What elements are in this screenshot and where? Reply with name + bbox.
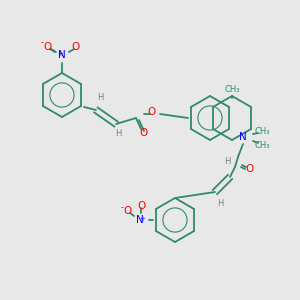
Text: -: - [40, 38, 43, 47]
Text: +: + [139, 216, 145, 222]
Text: CH₃: CH₃ [254, 140, 270, 149]
Text: N: N [136, 215, 144, 225]
Text: O: O [140, 128, 148, 138]
Text: N: N [58, 50, 66, 60]
Text: -: - [121, 203, 124, 212]
Text: O: O [72, 42, 80, 52]
Text: +: + [57, 51, 63, 57]
Text: N: N [239, 132, 247, 142]
Text: O: O [124, 206, 132, 216]
Text: CH₃: CH₃ [254, 127, 270, 136]
Text: O: O [148, 107, 156, 117]
Text: O: O [44, 42, 52, 52]
Text: H: H [217, 200, 223, 208]
Text: O: O [137, 201, 145, 211]
Text: H: H [97, 92, 103, 101]
Text: H: H [115, 130, 121, 139]
Text: CH₃: CH₃ [224, 85, 240, 94]
Text: O: O [245, 164, 253, 174]
Text: H: H [224, 157, 230, 166]
